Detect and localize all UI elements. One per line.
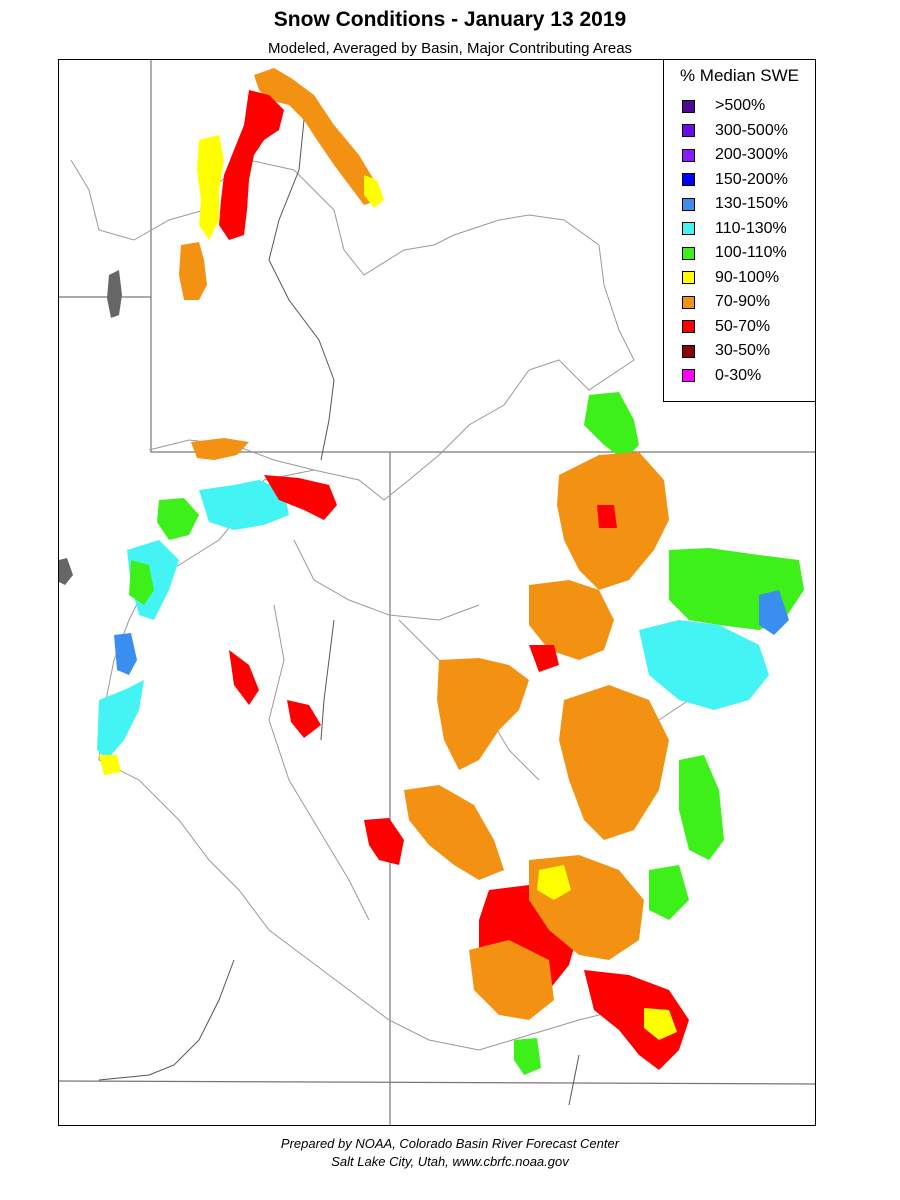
area-70-90-northwest [179, 242, 207, 300]
rivers [98, 84, 580, 1106]
area-110-130-colorado-central [639, 620, 769, 710]
legend-swatch [682, 197, 695, 211]
area-110-130-south-wasatch [97, 680, 144, 760]
legend-swatch [682, 99, 695, 113]
legend-item: 100-110% [682, 241, 815, 266]
legend-label: 200-300% [715, 146, 788, 164]
legend-swatch [682, 222, 695, 236]
legend-swatch [682, 320, 695, 334]
map-drawing [59, 60, 815, 1125]
area-50-70-san-juan-se [584, 970, 689, 1070]
legend-label: 70-90% [715, 293, 771, 311]
legend-item: >500% [682, 94, 815, 119]
area-70-90-north [254, 68, 379, 205]
legend-swatch [682, 369, 695, 383]
legend-item: 50-70% [682, 315, 815, 340]
legend: % Median SWE >500% 300-500% 200-300% 150… [663, 59, 816, 402]
legend-swatch [682, 124, 695, 138]
legend-swatch [682, 295, 695, 309]
legend-item: 90-100% [682, 266, 815, 291]
legend-label: 300-500% [715, 121, 788, 139]
area-70-90-san-juan-south [469, 940, 554, 1020]
legend-item: 0-30% [682, 364, 815, 389]
area-50-70-colorado-small [529, 645, 559, 672]
area-130-150-wasatch [114, 633, 137, 675]
area-90-100-san-juan [537, 865, 571, 900]
area-90-100-northeast [364, 175, 384, 208]
area-100-110-colorado-north [584, 392, 639, 460]
credit-line-2: Salt Lake City, Utah, www.cbrfc.noaa.gov [331, 1154, 569, 1169]
area-110-130-west [199, 480, 289, 530]
area-90-100-san-juan-se [644, 1008, 677, 1040]
area-70-90-colorado-central [559, 685, 669, 840]
legend-item: 150-200% [682, 168, 815, 193]
map-title: Snow Conditions - January 13 2019 [273, 8, 627, 31]
area-90-100-north [197, 135, 224, 240]
area-50-70-central-west [229, 650, 259, 705]
area-70-90-utah-south [404, 785, 504, 880]
legend-label: 0-30% [715, 366, 762, 384]
area-70-90-utah-east [437, 658, 529, 770]
area-50-70-utah-south [364, 818, 404, 865]
area-50-70-north [219, 90, 284, 240]
area-100-110-wasatch [129, 560, 154, 605]
legend-label: 100-110% [715, 244, 787, 262]
legend-item: 300-500% [682, 119, 815, 144]
lakes [59, 270, 122, 585]
state-boundaries [59, 60, 815, 1125]
area-50-70-colorado-pocket [597, 505, 617, 528]
legend-label: >500% [715, 97, 766, 115]
legend-swatch [682, 271, 695, 285]
legend-label: 50-70% [715, 317, 771, 335]
area-70-90-westcentral [191, 438, 249, 460]
legend-label: 150-200% [715, 170, 788, 188]
legend-swatch [682, 148, 695, 162]
legend-item: 130-150% [682, 192, 815, 217]
legend-item: 110-130% [682, 217, 815, 242]
area-100-110-san-juan-south [514, 1038, 541, 1075]
area-50-70-central [287, 700, 321, 738]
legend-item: 70-90% [682, 290, 815, 315]
legend-title: % Median SWE [679, 66, 800, 85]
legend-list: >500% 300-500% 200-300% 150-200% 130-150… [664, 94, 815, 388]
area-90-100-wasatch-tip [99, 755, 121, 775]
legend-label: 90-100% [715, 268, 780, 286]
area-100-110-colorado-se [649, 865, 689, 920]
area-130-150-colorado-ne [759, 590, 789, 635]
legend-label: 130-150% [715, 195, 788, 213]
legend-item: 30-50% [682, 339, 815, 364]
area-100-110-west [157, 498, 199, 540]
area-50-70-west [264, 475, 337, 520]
area-70-90-colorado-west [529, 580, 614, 660]
map-subtitle: Modeled, Averaged by Basin, Major Contri… [267, 40, 633, 57]
snow-areas [97, 68, 804, 1075]
legend-label: 110-130% [715, 219, 787, 237]
legend-label: 30-50% [715, 342, 771, 360]
credit-line-1: Prepared by NOAA, Colorado Basin River F… [280, 1136, 620, 1151]
area-100-110-colorado-east [679, 755, 724, 860]
legend-item: 200-300% [682, 143, 815, 168]
legend-swatch [682, 246, 695, 260]
legend-swatch [682, 173, 695, 187]
legend-swatch [682, 344, 695, 358]
